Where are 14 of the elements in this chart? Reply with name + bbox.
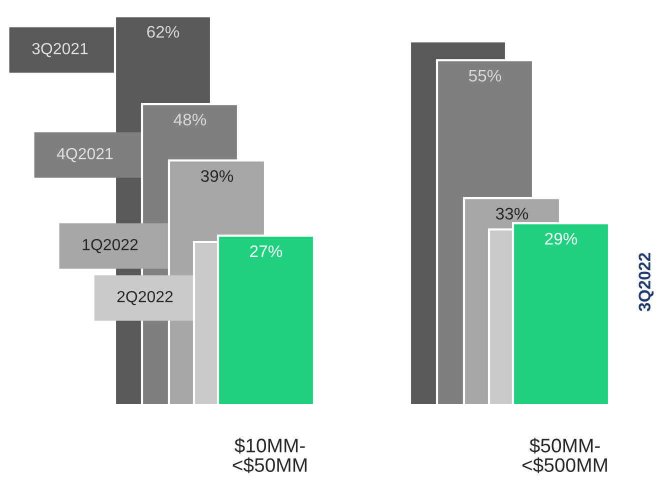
data-label: 62% [147, 26, 180, 38]
text: 3Q2022 [638, 253, 654, 312]
series-label: 3Q2021 [32, 42, 88, 58]
data-label: 27% [250, 245, 282, 258]
data-label: 39% [200, 170, 234, 182]
data-label: 29% [545, 232, 578, 245]
data-label: 55% [468, 70, 502, 82]
x-tick-label: $10MM- <$50MM [232, 438, 306, 474]
series-label: 4Q2021 [56, 148, 113, 162]
series-label: 1Q2022 [82, 238, 138, 254]
data-label: 48% [174, 114, 206, 126]
series-label: 2Q2022 [117, 290, 173, 306]
x-tick-label: $50MM- <$500MM [522, 438, 607, 474]
data-label: 33% [496, 208, 528, 220]
